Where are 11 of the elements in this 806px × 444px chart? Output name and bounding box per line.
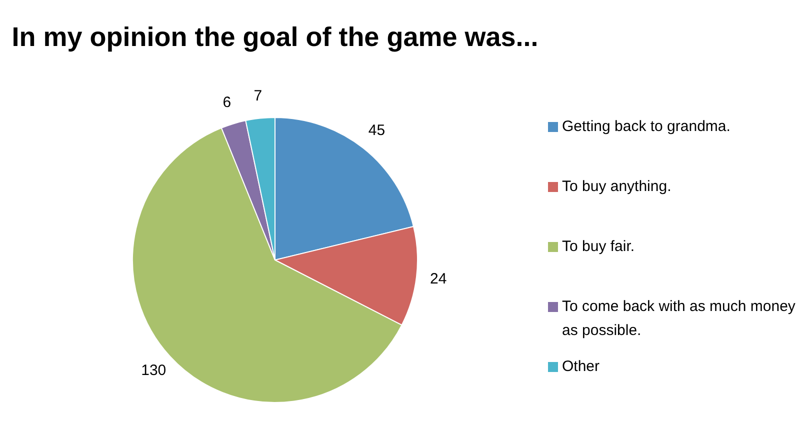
- data-label: 45: [368, 122, 386, 139]
- data-label: 6: [222, 94, 232, 111]
- legend-label: Getting back to grandma.: [562, 117, 730, 137]
- legend-label: To buy anything.: [562, 177, 672, 197]
- legend-label: Other: [562, 357, 600, 377]
- legend-label: To buy fair.: [562, 237, 635, 257]
- legend-label: To come back with as much money as possible.: [562, 297, 796, 341]
- data-label: 24: [430, 270, 447, 288]
- chart-title: In my opinion the goal of the game was...: [10, 22, 540, 53]
- data-label: 7: [254, 88, 262, 105]
- data-label: 130: [141, 362, 166, 380]
